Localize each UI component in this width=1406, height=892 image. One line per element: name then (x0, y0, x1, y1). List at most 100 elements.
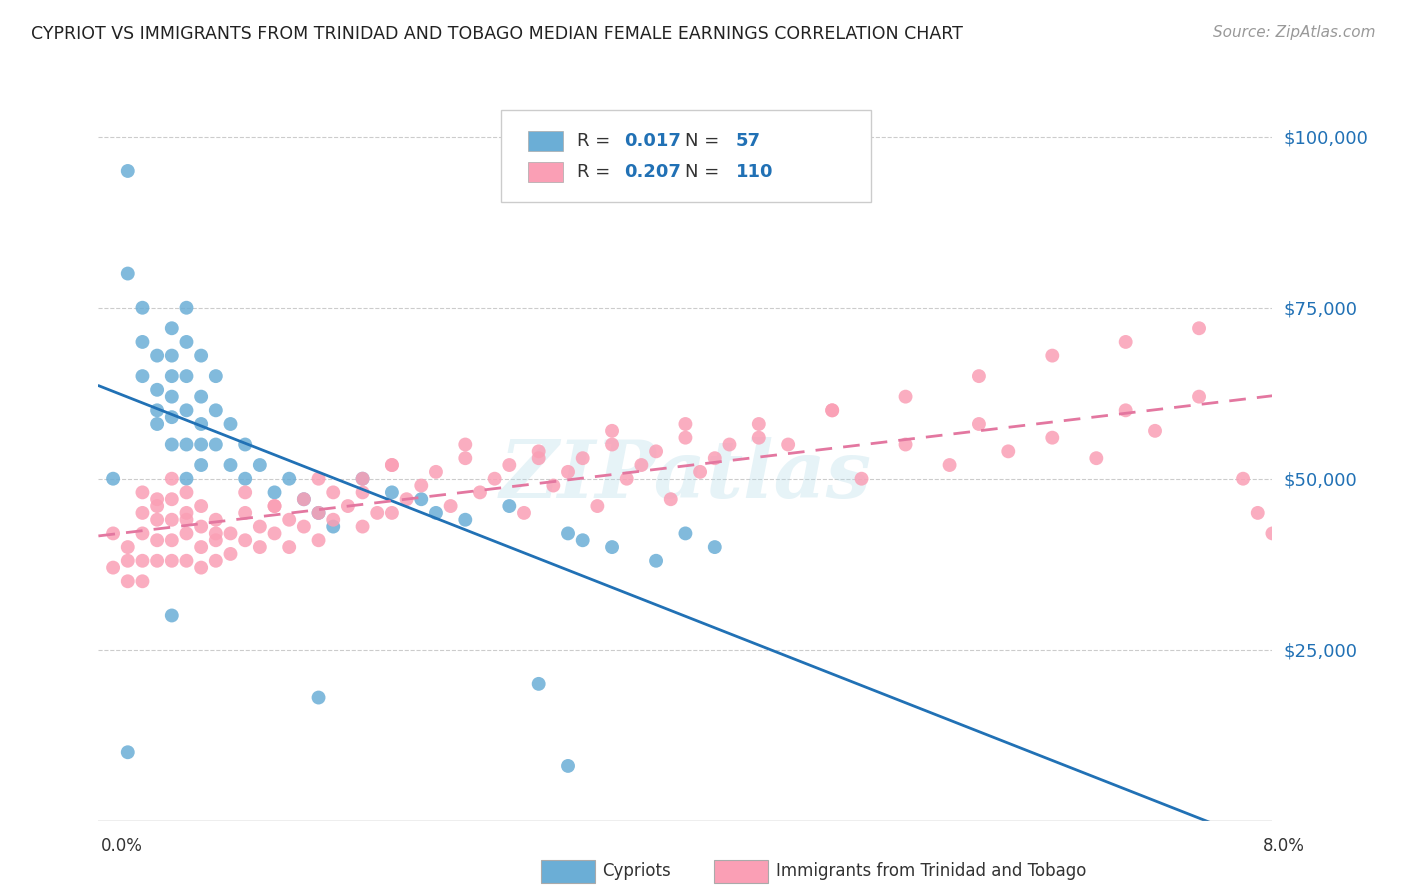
Point (675, 526, 697, 541)
Point (336, 499, 359, 513)
Point (146, 554, 169, 568)
Point (146, 492, 169, 507)
Point (527, 444, 550, 458)
Point (190, 417, 212, 431)
Point (292, 519, 315, 533)
Point (263, 485, 285, 500)
Point (425, 465, 447, 479)
Point (352, 519, 374, 533)
Point (308, 506, 330, 520)
Point (1232, 472, 1254, 486)
Point (160, 533, 183, 548)
Point (308, 472, 330, 486)
Point (146, 533, 169, 548)
Point (190, 458, 212, 472)
Point (233, 472, 256, 486)
Point (440, 499, 463, 513)
Point (748, 431, 770, 445)
Point (249, 540, 271, 554)
Point (205, 369, 228, 384)
Point (233, 437, 256, 451)
Point (967, 417, 990, 431)
Point (219, 526, 242, 541)
Point (190, 390, 212, 404)
Text: 57: 57 (735, 132, 761, 150)
Point (630, 458, 652, 472)
Point (131, 554, 153, 568)
Point (160, 472, 183, 486)
Point (190, 499, 212, 513)
Point (190, 349, 212, 363)
Point (352, 472, 374, 486)
Point (1040, 349, 1063, 363)
Point (176, 334, 198, 349)
Point (249, 519, 271, 533)
Point (821, 403, 844, 417)
Point (101, 560, 124, 574)
Point (894, 437, 917, 451)
Point (176, 301, 198, 315)
Point (101, 526, 124, 541)
Text: R =: R = (578, 163, 616, 181)
Point (263, 526, 285, 541)
Point (131, 334, 153, 349)
Point (190, 560, 212, 574)
Point (600, 540, 623, 554)
Point (146, 499, 169, 513)
Text: Immigrants from Trinidad and Tobago: Immigrants from Trinidad and Tobago (776, 863, 1087, 880)
Point (131, 506, 153, 520)
Point (146, 349, 169, 363)
Point (263, 499, 285, 513)
Point (454, 513, 477, 527)
Point (278, 513, 301, 527)
Point (411, 492, 433, 507)
Point (176, 369, 198, 384)
Point (454, 451, 477, 466)
Point (1115, 334, 1137, 349)
Text: Cypriots: Cypriots (602, 863, 671, 880)
Point (131, 369, 153, 384)
Point (160, 554, 183, 568)
Point (718, 437, 741, 451)
Point (308, 533, 330, 548)
Point (219, 417, 242, 431)
Point (176, 437, 198, 451)
Point (146, 383, 169, 397)
Point (1247, 506, 1270, 520)
Point (748, 417, 770, 431)
Point (160, 349, 183, 363)
Point (381, 458, 404, 472)
Point (600, 424, 623, 438)
FancyBboxPatch shape (501, 110, 870, 202)
Point (292, 492, 315, 507)
Point (219, 458, 242, 472)
Point (131, 485, 153, 500)
Point (366, 506, 388, 520)
Point (117, 540, 139, 554)
Point (967, 369, 990, 384)
Point (571, 533, 593, 548)
Point (205, 403, 228, 417)
Point (146, 417, 169, 431)
Point (190, 540, 212, 554)
Point (381, 506, 404, 520)
Point (381, 485, 404, 500)
Point (1188, 321, 1211, 335)
Point (395, 492, 418, 507)
Text: ZIPatlas: ZIPatlas (499, 437, 872, 515)
Point (176, 472, 198, 486)
Text: Source: ZipAtlas.com: Source: ZipAtlas.com (1212, 25, 1375, 40)
Point (381, 458, 404, 472)
Point (498, 499, 520, 513)
Point (176, 403, 198, 417)
Point (322, 513, 344, 527)
Point (778, 437, 800, 451)
Point (352, 472, 374, 486)
Point (205, 526, 228, 541)
Text: 0.017: 0.017 (624, 132, 682, 150)
Point (425, 506, 447, 520)
Point (160, 390, 183, 404)
Point (1085, 451, 1108, 466)
Point (616, 472, 638, 486)
Point (689, 465, 711, 479)
